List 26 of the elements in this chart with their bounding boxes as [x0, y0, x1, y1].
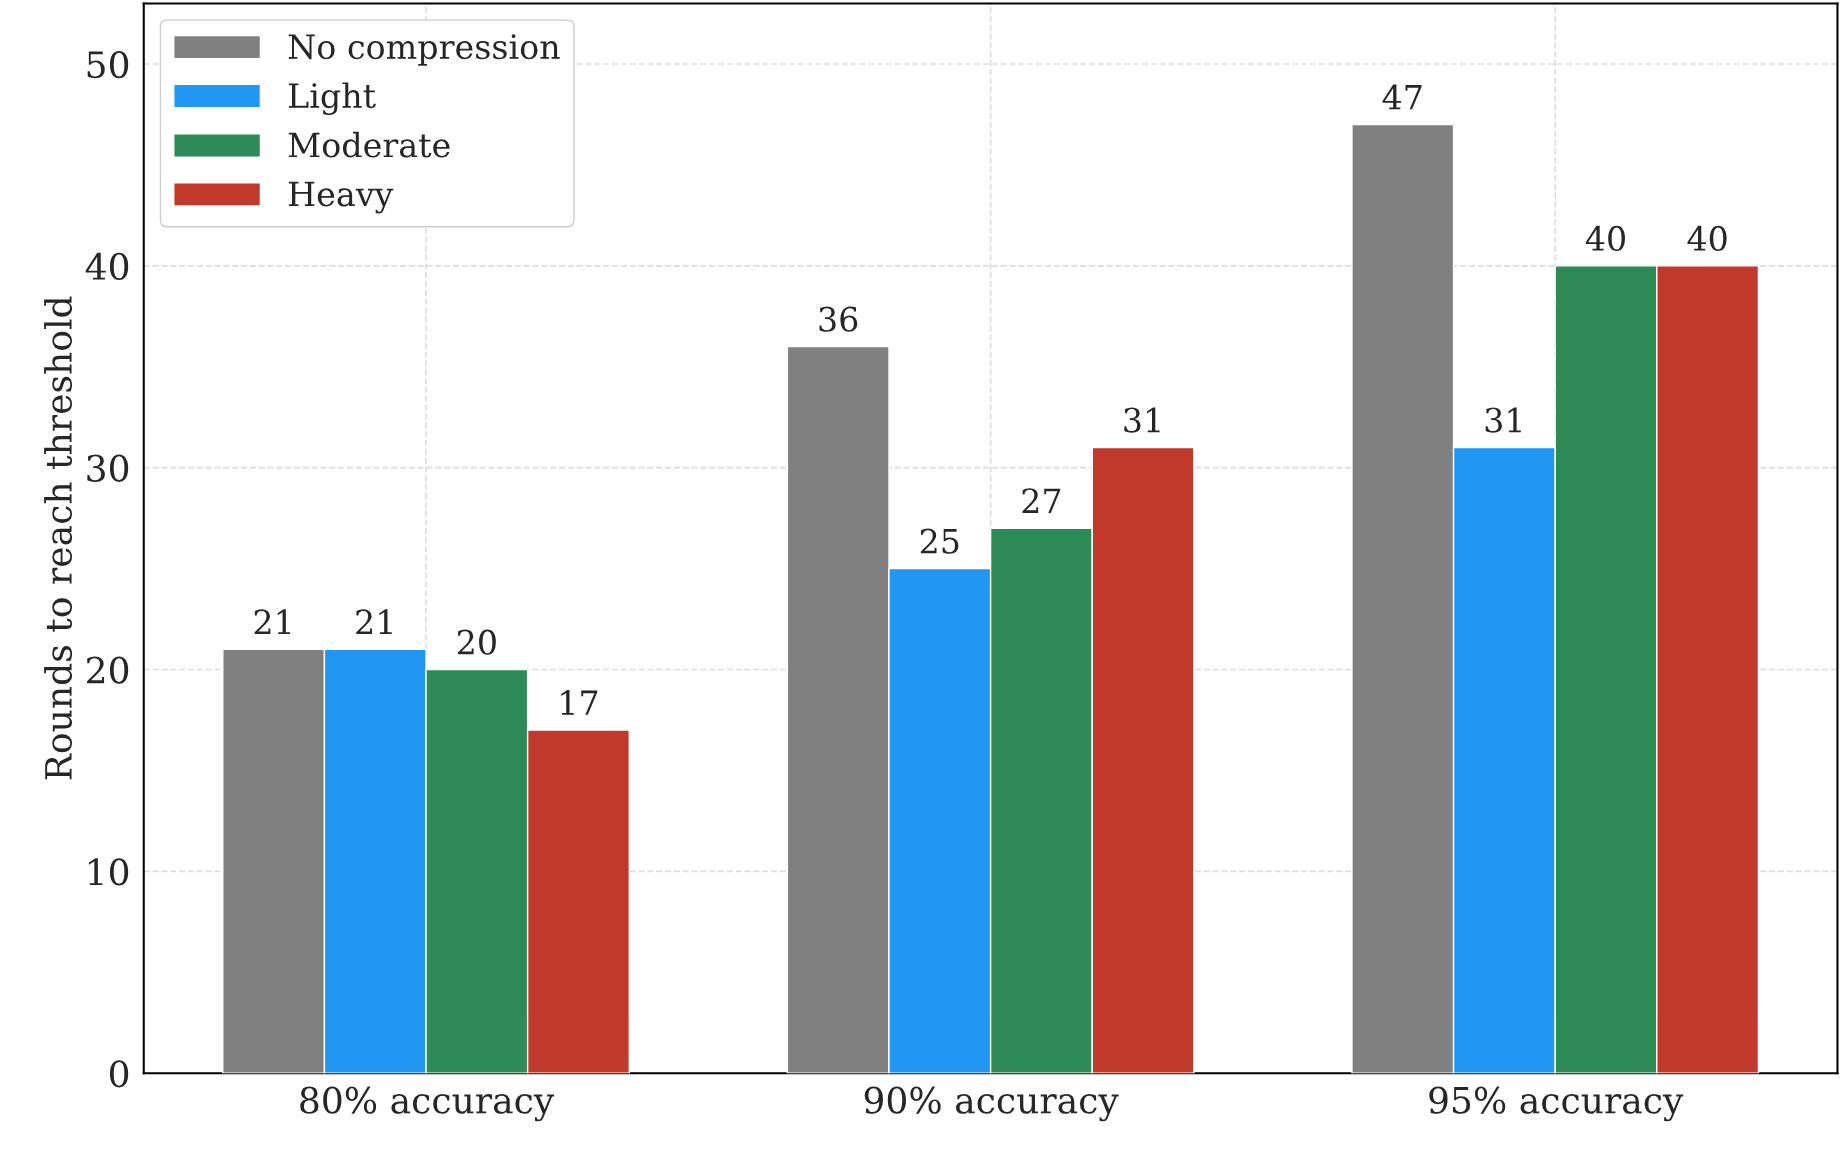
y-tick-label: 10 [89, 858, 129, 886]
y-tick-label: 20 [87, 656, 129, 684]
data-label: 20 [457, 629, 496, 655]
data-label: 21 [356, 609, 392, 635]
x-tick-label: 80% accuracy [300, 1086, 555, 1122]
x-tick-label: 95% accuracy [1429, 1086, 1684, 1122]
data-label: 31 [1124, 407, 1160, 433]
data-label: 21 [254, 609, 291, 635]
legend-label: Light [288, 82, 376, 116]
data-label: 25 [920, 528, 959, 554]
data-label: 31 [1485, 407, 1521, 433]
data-label: 36 [819, 306, 858, 332]
data-label: 47 [1382, 84, 1422, 110]
data-label: 40 [1585, 225, 1625, 252]
y-axis-title: Rounds to reach threshold [44, 296, 73, 780]
y-tick-label: 0 [109, 1060, 129, 1088]
y-tick-label: 30 [87, 454, 129, 482]
data-label: 40 [1687, 225, 1727, 252]
legend-label: Heavy [288, 181, 394, 214]
y-tick-label: 50 [87, 50, 129, 79]
legend-label: No compression [288, 34, 560, 66]
y-tick-label: 40 [85, 252, 129, 281]
data-label: 27 [1022, 488, 1061, 513]
data-label: 17 [561, 690, 598, 715]
legend-label: Moderate [288, 131, 450, 158]
x-tick-label: 90% accuracy [864, 1086, 1119, 1122]
